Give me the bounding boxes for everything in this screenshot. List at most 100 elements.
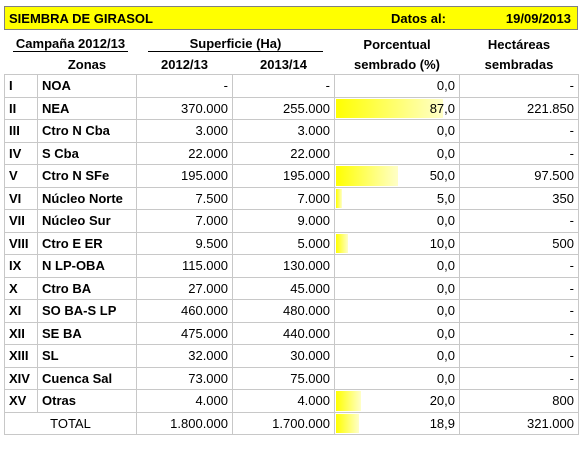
- cell: XI: [4, 299, 38, 323]
- header-cell: Campaña 2012/13: [5, 34, 137, 54]
- header-cell: 2013/14: [260, 56, 307, 72]
- cell: I: [4, 74, 38, 98]
- cell: N LP-OBA: [37, 254, 137, 278]
- date-label: Datos al:: [391, 10, 446, 26]
- cell: XII: [4, 321, 38, 345]
- data-row: V Ctro N SFe 195.000 195.000 50,0 97.500: [4, 164, 579, 188]
- cell: SE BA: [37, 321, 137, 345]
- header-cell: [5, 54, 38, 75]
- cell: 9.500: [136, 231, 233, 255]
- cell: -: [459, 276, 579, 300]
- header-text: Campaña 2012/13: [13, 36, 128, 52]
- cell: Cuenca Sal: [37, 366, 137, 390]
- data-row: I NOA - -0,0-: [4, 74, 579, 98]
- pct-cell: 0,0: [334, 321, 460, 345]
- cell: -: [459, 119, 579, 143]
- pct-cell: 0,0: [334, 141, 460, 165]
- cell: 4.000: [232, 389, 335, 413]
- data-bar: [336, 233, 349, 253]
- pct-cell: 18,9: [334, 411, 460, 435]
- pct-value: 50,0: [429, 168, 455, 184]
- cell: 195.000: [136, 164, 233, 188]
- pct-value: 0,0: [436, 145, 455, 161]
- total-row: TOTAL 1.800.000 1.700.000 18,9 321.000: [4, 411, 579, 435]
- pct-value: 10,0: [429, 235, 455, 251]
- pct-cell: 50,0: [334, 164, 460, 188]
- pct-value: 5,0: [436, 190, 455, 206]
- cell: 321.000: [459, 411, 579, 435]
- cell: -: [459, 366, 579, 390]
- cell: -: [232, 74, 335, 98]
- cell: 22.000: [136, 141, 233, 165]
- cell: TOTAL: [4, 411, 137, 435]
- pct-cell: 20,0: [334, 389, 460, 413]
- cell: 255.000: [232, 96, 335, 120]
- cell: 3.000: [232, 119, 335, 143]
- cell: 9.000: [232, 209, 335, 233]
- cell: X: [4, 276, 38, 300]
- cell: 195.000: [232, 164, 335, 188]
- pct-cell: 10,0: [334, 231, 460, 255]
- header-cell: Superficie (Ha): [137, 34, 335, 54]
- pct-value: 0,0: [436, 348, 455, 364]
- data-row: X Ctro BA 27.000 45.000 0,0-: [4, 276, 579, 300]
- data-bar: [336, 166, 398, 186]
- date: 19/09/2013: [505, 10, 571, 26]
- cell: 460.000: [136, 299, 233, 323]
- header-cell: 2012/13: [161, 56, 208, 72]
- pct-cell: 0,0: [334, 276, 460, 300]
- cell: IV: [4, 141, 38, 165]
- cell: 115.000: [136, 254, 233, 278]
- cell: VIII: [4, 231, 38, 255]
- cell: 73.000: [136, 366, 233, 390]
- cell: Ctro E ER: [37, 231, 137, 255]
- cell: -: [459, 141, 579, 165]
- header-text: Superficie (Ha): [148, 36, 323, 52]
- cell: -: [459, 344, 579, 368]
- cell: -: [459, 299, 579, 323]
- cell: Otras: [37, 389, 137, 413]
- cell: 7.500: [136, 186, 233, 210]
- cell: 221.850: [459, 96, 579, 120]
- header-cell: Porcentual: [363, 36, 431, 52]
- cell: XIII: [4, 344, 38, 368]
- pct-value: 0,0: [436, 370, 455, 386]
- pct-cell: 0,0: [334, 119, 460, 143]
- cell: 370.000: [136, 96, 233, 120]
- pct-cell: 0,0: [334, 254, 460, 278]
- header-cell: Zonas: [67, 56, 107, 72]
- pct-cell: 0,0: [334, 209, 460, 233]
- cell: 22.000: [232, 141, 335, 165]
- cell: V: [4, 164, 38, 188]
- cell: Núcleo Norte: [37, 186, 137, 210]
- cell: XIV: [4, 366, 38, 390]
- data-row: VII Núcleo Sur 7.000 9.000 0,0-: [4, 209, 579, 233]
- cell: -: [459, 254, 579, 278]
- table: Campaña 2012/13 Superficie (Ha) Porcentual…: [4, 34, 579, 435]
- cell: 7.000: [136, 209, 233, 233]
- cell: 32.000: [136, 344, 233, 368]
- cell: 1.700.000: [232, 411, 335, 435]
- title-bar: SIEMBRA DE GIRASOL Datos al: 19/09/2013: [4, 6, 578, 30]
- cell: Núcleo Sur: [37, 209, 137, 233]
- data-row: VIII Ctro E ER 9.500 5.000 10,0 500: [4, 231, 579, 255]
- cell: 7.000: [232, 186, 335, 210]
- cell: 4.000: [136, 389, 233, 413]
- cell: -: [459, 74, 579, 98]
- cell: -: [459, 209, 579, 233]
- pct-cell: 0,0: [334, 74, 460, 98]
- cell: VI: [4, 186, 38, 210]
- pct-value: 0,0: [436, 213, 455, 229]
- cell: II: [4, 96, 38, 120]
- data-row: XV Otras 4.000 4.000 20,0 800: [4, 389, 579, 413]
- cell: Ctro N Cba: [37, 119, 137, 143]
- cell: 3.000: [136, 119, 233, 143]
- pct-value: 0,0: [436, 123, 455, 139]
- data-row: XIV Cuenca Sal 73.000 75.000 0,0-: [4, 366, 579, 390]
- data-row: XIII SL 32.000 30.000 0,0-: [4, 344, 579, 368]
- header-cell: sembrado (%): [354, 56, 440, 72]
- data-bar: [336, 413, 360, 433]
- cell: SO BA-S LP: [37, 299, 137, 323]
- data-row: XI SO BA-S LP 460.000 480.000 0,0-: [4, 299, 579, 323]
- sheet: SIEMBRA DE GIRASOL Datos al: 19/09/2013 …: [4, 6, 579, 435]
